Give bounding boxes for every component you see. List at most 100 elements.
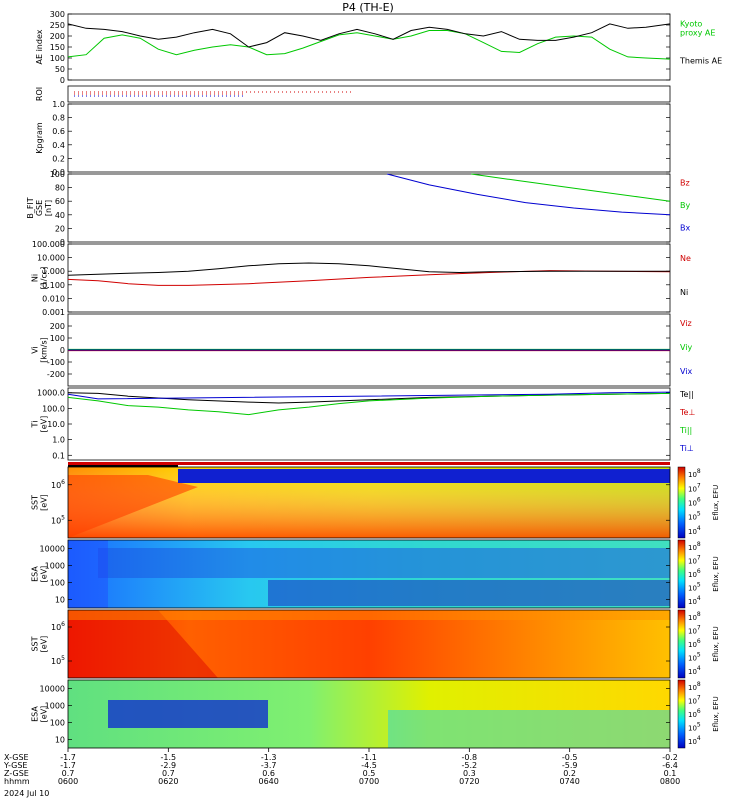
ni-tick-label: 0.010	[42, 294, 65, 303]
ephemeris-hhmm-value: 0640	[258, 777, 278, 786]
ni-series-ni	[67, 262, 670, 276]
sst2-colorbar	[677, 609, 686, 679]
bfit-frame	[67, 173, 671, 243]
sst1-tick-label: 106	[51, 479, 65, 490]
ephemeris-x-gse-value: -0.5	[562, 753, 578, 762]
sst1-flag-bar	[68, 462, 670, 465]
ti-frame	[67, 387, 671, 461]
ti-ylabel: [eV]	[40, 416, 49, 433]
vi-tick-label: 0	[60, 346, 65, 355]
esa2-colorbar-tick: 105	[688, 722, 701, 733]
panel-kp: 0.0 0.2 0.4 0.6 0.8 1.0 Kpgram	[35, 100, 671, 177]
ti-tick-label: 1.0	[52, 436, 65, 445]
vi-tick-label: -200	[47, 370, 65, 379]
sst2-colorbar-tick: 107	[688, 624, 701, 635]
bfit-series-by	[471, 173, 671, 202]
kp-tick-label: 0.6	[52, 127, 65, 136]
ni-series-ne	[67, 270, 671, 286]
bfit-series-bx	[386, 173, 671, 216]
sst2-colorbar-tick: 108	[688, 611, 701, 622]
ephemeris-x-gse-value: -1.5	[161, 753, 177, 762]
esa1-colorbar-tick: 108	[688, 541, 701, 552]
esa2-ylabel: ESA	[31, 706, 40, 722]
ae-tick-label: 250	[50, 21, 65, 30]
ephemeris-hhmm-value: 0800	[660, 777, 680, 786]
vi-tick-label: 100	[50, 334, 65, 343]
sst1-ylabel: [eV]	[40, 494, 49, 511]
ephemeris-z-gse-value: 0.6	[262, 769, 275, 778]
kp-tick-label: 0.2	[52, 154, 65, 163]
esa1-tick-label: 1000	[45, 562, 65, 571]
esa2-colorbar-tick: 108	[688, 681, 701, 692]
ae-tick-label: 300	[50, 10, 65, 19]
sst1-colorbar-tick: 105	[688, 511, 701, 522]
date-label: 2024 Jul 10	[4, 789, 49, 798]
ni-tick-label: 0.100	[42, 281, 65, 290]
sst2-colorbar-tick: 106	[688, 638, 701, 649]
esa2-tick-label: 100	[50, 719, 65, 728]
esa2-colorbar-tick: 104	[688, 735, 701, 746]
ni-frame	[67, 243, 671, 313]
esa1-tick-label: 10	[55, 596, 65, 605]
ae-legend-themis-ae: Themis AE	[679, 57, 722, 66]
vi-tick-label: -100	[47, 358, 65, 367]
roi-ylabel: ROI	[35, 87, 44, 101]
ti-tick-label: 100.0	[42, 404, 65, 413]
sst1-ylabel: SST	[31, 495, 40, 510]
ae-series-themis-ae	[67, 23, 671, 48]
bfit-tick-label: 60	[55, 197, 65, 206]
panel-vi: -200 -100 0 100 200 Vi [km/s] Viz Viy Vix	[31, 313, 693, 387]
panel-sst1: 105 106 SST [eV] 104 105 106 107 108 Eflux, EFU	[31, 462, 720, 539]
esa2-tick-label: 10	[55, 736, 65, 745]
sst1-colorbar-tick: 104	[688, 525, 701, 536]
bfit-tick-label: 20	[55, 224, 65, 233]
ti-legend-te-: Te||	[679, 390, 694, 399]
ephemeris-y-gse-value: -5.2	[462, 761, 478, 770]
bfit-tick-label: 40	[55, 211, 65, 220]
vi-tick-label: 200	[50, 322, 65, 331]
vi-ylabel: [km/s]	[40, 337, 49, 363]
vi-legend-vix: Vix	[680, 367, 693, 376]
bfit-legend-by: By	[680, 201, 690, 210]
ni-tick-label: 1.000	[42, 267, 65, 276]
ephemeris-y-gse-value: -1.7	[60, 761, 76, 770]
esa1-ylabel: [eV]	[40, 566, 49, 583]
kp-tick-label: 0.0	[52, 168, 65, 177]
panel-sst2: 105 106 SST [eV] 104 105 106 107 108 Eflux, EFU	[31, 609, 720, 679]
ephemeris-z-gse-value: 0.2	[563, 769, 576, 778]
ephemeris-z-gse-value: 0.1	[664, 769, 677, 778]
panel-roi: ROI	[35, 85, 671, 103]
sst1-colorbar-tick: 107	[688, 482, 701, 493]
esa2-colorbar-tick: 107	[688, 694, 701, 705]
esa1-colorbar-label: Eflux, EFU	[712, 556, 720, 591]
sst2-tick-label: 105	[51, 655, 65, 666]
esa2-ylabel: [eV]	[40, 706, 49, 723]
esa2-tick-label: 10000	[40, 685, 65, 694]
ti-legend-ti-: Ti⊥	[679, 444, 694, 453]
bfit-ylabel: GSE	[35, 200, 44, 216]
esa1-colorbar-tick: 105	[688, 582, 701, 593]
esa1-colorbar-tick: 107	[688, 554, 701, 565]
panel-ti: 0.1 1.0 10.0 100.0 1000.0 Ti [eV] Te|| Te⊥ Ti|| Ti…	[31, 387, 695, 461]
ni-ylabel: [1/cc]	[40, 267, 49, 290]
esa1-ylabel: ESA	[31, 566, 40, 582]
ti-series-ti-	[67, 391, 671, 400]
sst2-colorbar-tick: 104	[688, 665, 701, 676]
ephemeris-hhmm-label: hhmm	[4, 777, 30, 786]
esa2-low-flux-region	[108, 700, 268, 728]
panel-bfit: 0 20 40 60 80 100 B_FIT GSE [nT] Bz By Bx	[26, 170, 690, 247]
sst1-colorbar-label: Eflux, EFU	[712, 485, 720, 520]
ti-tick-label: 0.1	[52, 451, 65, 460]
sst2-colorbar-label: Eflux, EFU	[712, 626, 720, 661]
ephemeris-x-gse-value: -1.1	[361, 753, 377, 762]
ephemeris-y-gse-value: -6.4	[662, 761, 678, 770]
ephemeris-z-gse-value: 0.7	[162, 769, 175, 778]
esa2-tick-label: 1000	[45, 702, 65, 711]
esa1-colorbar-tick: 106	[688, 568, 701, 579]
ni-ylabel: Ni	[31, 274, 40, 282]
vi-legend-viz: Viz	[680, 319, 692, 328]
bfit-ylabel: B_FIT	[26, 197, 35, 218]
